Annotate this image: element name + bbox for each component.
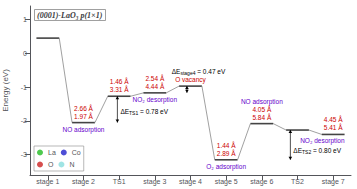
svg-text:-2: -2	[21, 117, 27, 124]
svg-text:O vacancy: O vacancy	[175, 76, 206, 84]
svg-text:2.54 Å: 2.54 Å	[145, 74, 164, 82]
svg-text:N: N	[69, 161, 74, 168]
svg-text:0: 0	[23, 50, 27, 57]
svg-text:NO adsorption: NO adsorption	[63, 126, 105, 134]
svg-text:stage4: stage4	[180, 70, 195, 76]
svg-text:4.44 Å: 4.44 Å	[145, 82, 164, 90]
svg-text:TS1: TS1	[129, 110, 138, 116]
svg-text:stage 5: stage 5	[215, 178, 238, 186]
svg-text:1.44 Å: 1.44 Å	[217, 141, 236, 149]
svg-text:(0001)-LaO₃ p(1×1): (0001)-LaO₃ p(1×1)	[37, 11, 103, 20]
svg-text:1: 1	[23, 16, 27, 23]
svg-text:stage 7: stage 7	[322, 178, 345, 186]
svg-text:1.46 Å: 1.46 Å	[110, 77, 129, 85]
svg-text:NO₂ desorption: NO₂ desorption	[133, 96, 178, 104]
svg-text:4.45 Å: 4.45 Å	[324, 115, 343, 123]
svg-text:5.41 Å: 5.41 Å	[324, 123, 343, 131]
svg-text:Co: Co	[72, 149, 81, 156]
svg-text:4.05 Å: 4.05 Å	[252, 105, 271, 113]
svg-text:NO₂ desorption: NO₂ desorption	[300, 137, 345, 145]
svg-text:3.31 Å: 3.31 Å	[110, 85, 129, 93]
svg-text:5.84 Å: 5.84 Å	[252, 113, 271, 121]
svg-text:2.89 Å: 2.89 Å	[217, 149, 236, 157]
svg-text:= 0.47 eV: = 0.47 eV	[195, 68, 225, 75]
svg-text:ΔE: ΔE	[293, 147, 303, 155]
svg-text:-3: -3	[21, 151, 27, 158]
svg-text:1.97 Å: 1.97 Å	[74, 112, 93, 120]
svg-text:ΔE: ΔE	[120, 107, 130, 115]
svg-text:2.66 Å: 2.66 Å	[74, 104, 93, 112]
svg-text:stage 2: stage 2	[72, 178, 95, 186]
svg-text:La: La	[48, 149, 56, 156]
svg-text:stage 6: stage 6	[250, 178, 273, 186]
svg-text:stage 3: stage 3	[143, 178, 166, 186]
svg-text:NO adsorption: NO adsorption	[241, 98, 283, 106]
svg-text:-1: -1	[21, 84, 27, 91]
svg-text:= 0.80 eV: = 0.80 eV	[311, 147, 341, 154]
svg-text:TS2: TS2	[291, 178, 304, 185]
svg-text:TS1: TS1	[113, 178, 126, 185]
svg-text:= 0.78 eV: = 0.78 eV	[138, 108, 168, 115]
svg-text:O₂ adsorption: O₂ adsorption	[206, 163, 246, 171]
svg-text:O: O	[48, 161, 54, 168]
svg-text:ΔE: ΔE	[171, 67, 181, 75]
svg-text:TS2: TS2	[302, 149, 311, 155]
svg-text:Energy (eV): Energy (eV)	[1, 69, 10, 112]
svg-text:stage 4: stage 4	[179, 178, 202, 186]
svg-text:stage 1: stage 1	[36, 178, 59, 186]
